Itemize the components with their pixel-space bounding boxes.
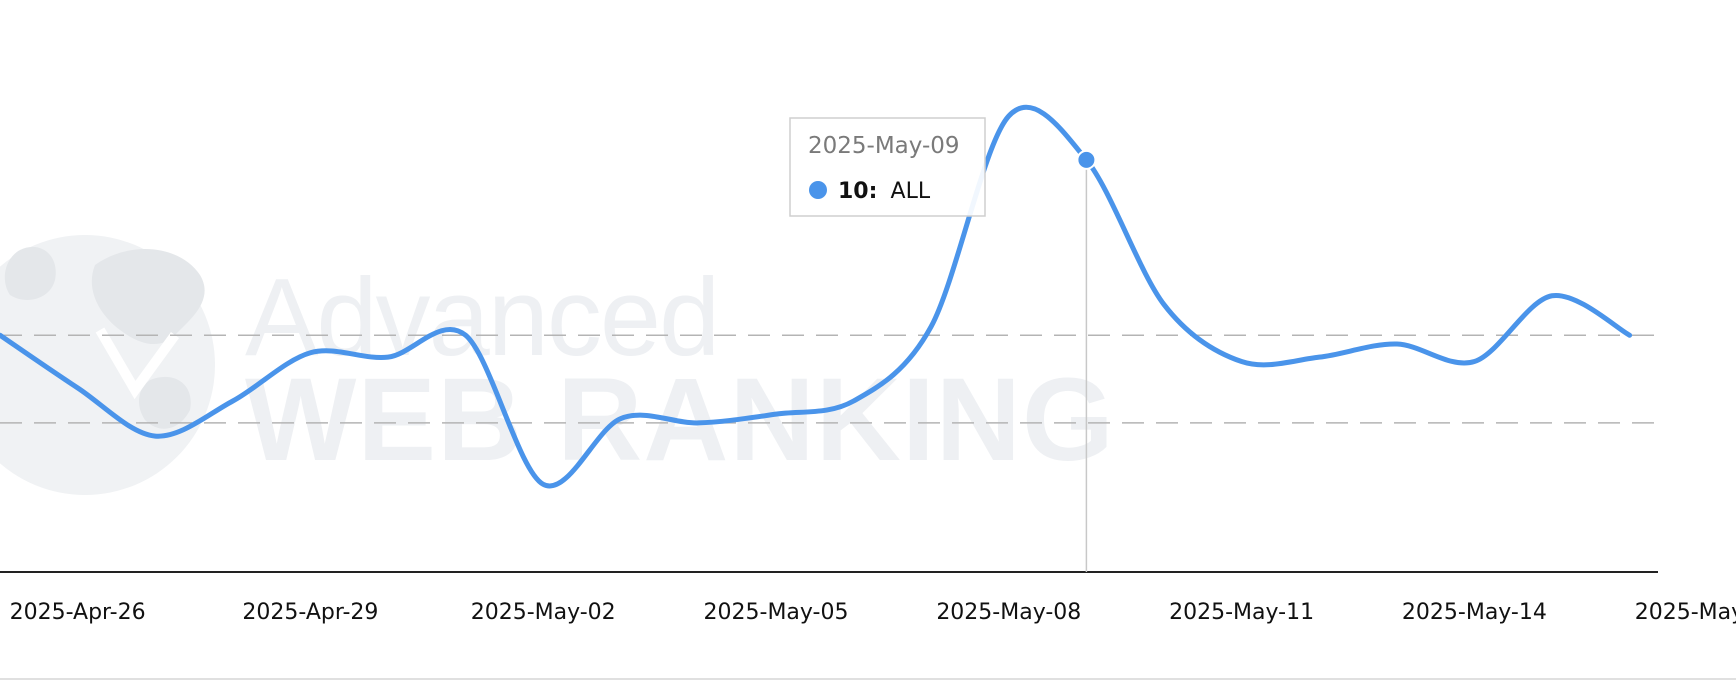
watermark-check-mark <box>95 327 180 400</box>
x-tick-label: 2025-May-11 <box>1169 600 1314 625</box>
data-point[interactable] <box>1236 356 1248 368</box>
tooltip: 2025-May-09 10: ALL <box>789 117 986 217</box>
data-point[interactable] <box>304 347 316 359</box>
data-point[interactable] <box>227 395 239 407</box>
x-axis-ticks: 2025-Apr-26 2025-Apr-29 2025-May-02 2025… <box>10 600 1736 625</box>
x-tick-label: 2025-Apr-29 <box>242 600 378 625</box>
data-point[interactable] <box>1468 356 1480 368</box>
series-line-all[interactable] <box>0 104 1633 489</box>
tooltip-box <box>789 117 986 217</box>
tooltip-series-name: ALL <box>891 179 931 204</box>
tooltip-date: 2025-May-09 <box>808 133 960 159</box>
data-point[interactable] <box>537 478 549 490</box>
data-point[interactable] <box>925 320 937 332</box>
tooltip-series-marker <box>809 181 827 199</box>
tooltip-value-line: 10: ALL <box>838 179 931 204</box>
data-point[interactable] <box>692 417 704 429</box>
x-tick-label: 2025-May-02 <box>471 600 616 625</box>
hover-point-marker <box>1076 149 1097 170</box>
data-point[interactable] <box>149 430 161 442</box>
x-tick-label: 2025-May-05 <box>704 600 849 625</box>
data-point[interactable] <box>770 408 782 420</box>
data-point[interactable] <box>1003 110 1015 122</box>
data-point[interactable] <box>1313 351 1325 363</box>
x-tick-label: 2025-May-08 <box>936 600 1081 625</box>
watermark-globe-continents <box>4 246 205 429</box>
watermark: Advanced WEB RANKING <box>0 235 1114 495</box>
x-tick-label: 2025-Apr-26 <box>10 600 146 625</box>
data-point[interactable] <box>1391 338 1403 350</box>
data-point[interactable] <box>1158 299 1170 311</box>
data-point[interactable] <box>460 329 472 341</box>
data-point[interactable] <box>1624 329 1636 341</box>
data-point[interactable] <box>1546 290 1558 302</box>
data-point[interactable] <box>615 413 627 425</box>
data-point[interactable] <box>72 382 84 394</box>
data-point[interactable] <box>382 351 394 363</box>
x-tick-label: 2025-May-14 <box>1402 600 1547 625</box>
x-tick-label: 2025-May-17 <box>1635 600 1736 625</box>
data-point[interactable] <box>848 395 860 407</box>
tooltip-value: 10: <box>838 179 877 204</box>
grid <box>0 334 1658 424</box>
